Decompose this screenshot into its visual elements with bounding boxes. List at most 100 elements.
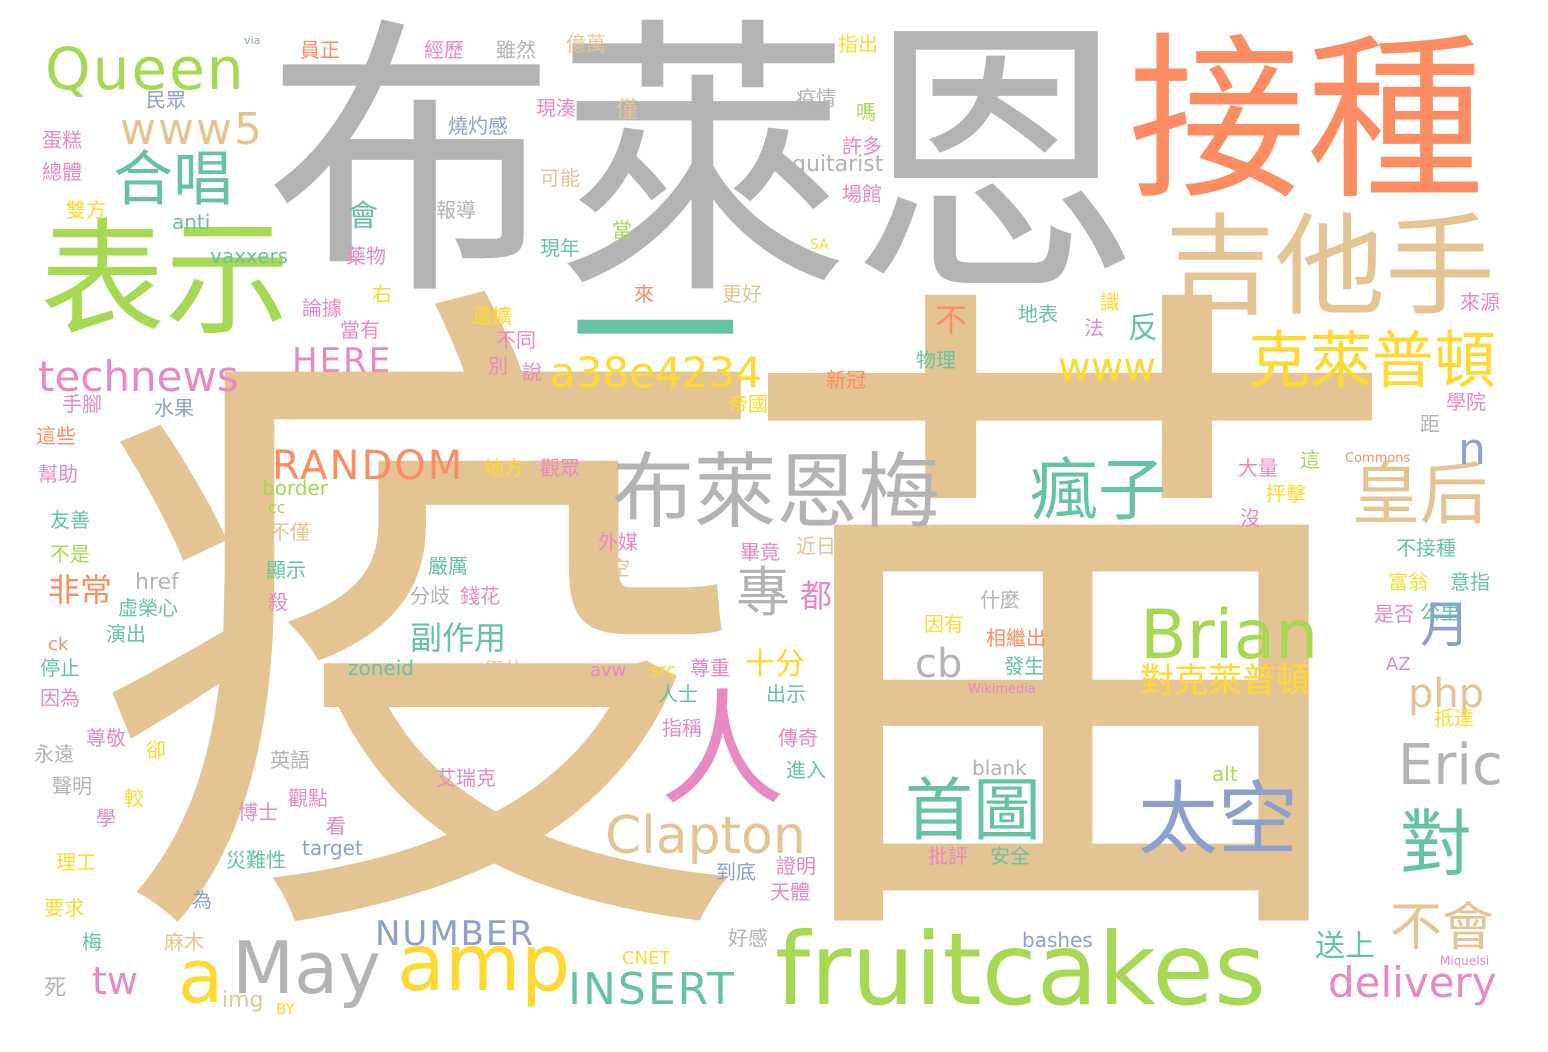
word-畢竟: 畢竟 xyxy=(740,540,780,564)
word-嗎: 嗎 xyxy=(856,100,876,124)
word-zoneid: zoneid xyxy=(348,656,414,680)
word-民眾: 民眾 xyxy=(146,88,186,112)
word-十分: 十分 xyxy=(745,647,805,682)
word-博士: 博士 xyxy=(238,800,278,824)
word-場館: 場館 xyxy=(842,182,882,206)
word-學位: 學位 xyxy=(484,658,524,682)
word-相繼出: 相繼出 xyxy=(986,626,1046,650)
word-technews: technews xyxy=(38,352,239,401)
word-克萊普頓: 克萊普頓 xyxy=(1248,324,1497,397)
word-物理: 物理 xyxy=(916,348,956,372)
word-識: 識 xyxy=(1100,290,1120,314)
word-批評: 批評 xyxy=(928,844,968,868)
word-月: 月 xyxy=(1420,596,1470,654)
word-會: 會 xyxy=(348,199,378,234)
word-非常: 非常 xyxy=(48,571,113,609)
word-卻: 卻 xyxy=(146,738,166,762)
word-燒灼感: 燒灼感 xyxy=(448,114,508,138)
word-當: 當 xyxy=(612,218,632,242)
word-安全: 安全 xyxy=(990,844,1030,868)
word-殺: 殺 xyxy=(268,590,288,614)
word-進入: 進入 xyxy=(786,758,826,782)
word-意指: 意指 xyxy=(1450,570,1490,594)
word-好感: 好感 xyxy=(728,926,768,950)
word-觀眾: 觀眾 xyxy=(540,456,580,480)
word-億萬: 億萬 xyxy=(566,32,606,56)
word-May: May xyxy=(232,926,381,1010)
word-via: via xyxy=(244,34,261,47)
word-布萊恩梅: 布萊恩梅 xyxy=(612,445,941,540)
word-指稱: 指稱 xyxy=(662,716,702,740)
word-別: 別 xyxy=(488,354,508,378)
word-blank: blank xyxy=(972,756,1027,780)
word-對: 對 xyxy=(1400,802,1473,886)
word-NUMBER: NUMBER xyxy=(375,914,536,954)
word-地表: 地表 xyxy=(1018,302,1058,326)
word-總體: 總體 xyxy=(42,160,82,184)
word-論據: 論據 xyxy=(302,296,342,320)
word-吉他手: 吉他手 xyxy=(1165,203,1495,331)
word-高空: 高空 xyxy=(590,556,630,580)
word-藥物: 藥物 xyxy=(346,244,386,268)
word-Queen: Queen xyxy=(45,35,246,103)
word-不是: 不是 xyxy=(50,542,90,566)
word-停止: 停止 xyxy=(40,656,80,680)
word-梅: 梅 xyxy=(82,930,102,954)
word-英語: 英語 xyxy=(270,748,310,772)
word-這: 這 xyxy=(1300,448,1320,472)
word-不: 不 xyxy=(935,301,968,339)
word-www: www xyxy=(1058,345,1157,391)
word-更好: 更好 xyxy=(722,282,762,306)
word-人士: 人士 xyxy=(658,682,698,706)
word-學: 學 xyxy=(96,806,116,830)
word-僅: 僅 xyxy=(616,98,639,123)
word-證明: 證明 xyxy=(776,854,816,878)
word-AZ: AZ xyxy=(1386,654,1411,675)
word-到底: 到底 xyxy=(716,860,756,884)
word-border: border xyxy=(262,476,329,500)
word-副作用: 副作用 xyxy=(410,619,507,657)
word-報導: 報導 xyxy=(436,198,476,222)
word-avw: avw xyxy=(590,660,627,681)
word-為: 為 xyxy=(192,888,212,912)
word-www5: www5 xyxy=(120,104,264,155)
word-沒: 沒 xyxy=(1240,506,1260,530)
word-布萊恩: 布萊恩 xyxy=(265,0,1141,334)
word-不接種: 不接種 xyxy=(1396,536,1456,560)
word-vaxxers: vaxxers xyxy=(210,244,289,268)
word-delivery: delivery xyxy=(1328,958,1497,1007)
word-cc: cc xyxy=(268,498,286,517)
word-n: n xyxy=(1458,424,1486,475)
word-手腳: 手腳 xyxy=(62,392,102,416)
word-專: 專 xyxy=(736,561,790,624)
word-什麼: 什麼 xyxy=(980,588,1020,612)
word-php: php xyxy=(1408,671,1485,717)
word-分歧: 分歧 xyxy=(410,584,450,608)
word-ck: ck xyxy=(48,634,69,655)
word-雖然: 雖然 xyxy=(496,38,536,62)
word-友善: 友善 xyxy=(50,508,90,532)
word-對克萊普頓: 對克萊普頓 xyxy=(1140,661,1310,701)
word-外媒: 外媒 xyxy=(598,530,638,554)
word-英國: 英國 xyxy=(588,588,628,612)
word-是否: 是否 xyxy=(1374,602,1414,626)
word-近日: 近日 xyxy=(796,534,836,558)
word-幫助: 幫助 xyxy=(38,462,78,486)
word-alt: alt xyxy=(1212,762,1238,786)
word-還擴: 還擴 xyxy=(472,304,512,328)
word-較: 較 xyxy=(124,786,144,810)
word-img: img xyxy=(222,988,264,1013)
word-反: 反 xyxy=(1128,311,1158,346)
word-不僅: 不僅 xyxy=(270,520,310,544)
word-guitarist: guitarist xyxy=(792,152,884,177)
word-Clapton: Clapton xyxy=(605,806,806,866)
word-指出: 指出 xyxy=(838,32,878,56)
word-太空: 太空 xyxy=(1138,773,1298,866)
word-amp: amp xyxy=(397,919,571,1009)
word-Wikimedia: Wikimedia xyxy=(968,682,1036,697)
word-RANDOM: RANDOM xyxy=(272,443,465,489)
word-BY: BY xyxy=(276,1000,295,1018)
word-皇后: 皇后 xyxy=(1352,456,1489,535)
word-現湊: 現湊 xyxy=(536,96,576,120)
word-來: 來 xyxy=(634,282,654,306)
